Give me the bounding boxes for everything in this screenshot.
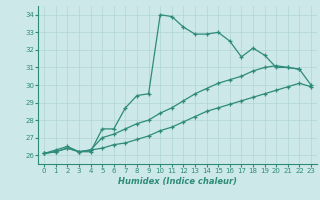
- X-axis label: Humidex (Indice chaleur): Humidex (Indice chaleur): [118, 177, 237, 186]
